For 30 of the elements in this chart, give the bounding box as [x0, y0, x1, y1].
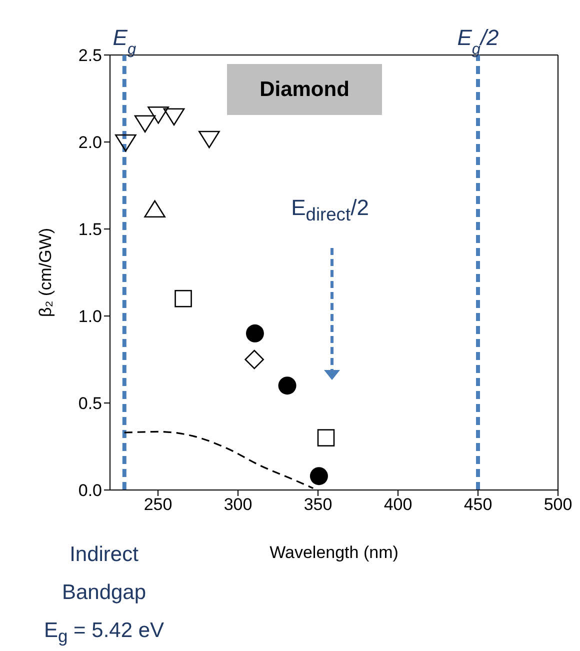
y-axis-title: β₂ (cm/GW) [36, 228, 56, 318]
x-axis-title: Wavelength (nm) [270, 543, 398, 562]
x-tick-label: 500 [544, 495, 572, 514]
point [148, 106, 169, 124]
ref-line-label: E$_{g}$/2 [457, 25, 499, 58]
y-tick-label: 2.0 [78, 133, 102, 152]
text: Indirect Bandgap E$_{g}$ = 5.42 eV [44, 543, 164, 646]
x-tick-label: 300 [224, 495, 252, 514]
x-tick-label: 400 [384, 495, 412, 514]
point [278, 376, 296, 395]
point [317, 429, 335, 446]
y-tick-label: 2.5 [78, 46, 102, 66]
x-tick-label: 350 [304, 495, 332, 514]
y-tick-label: 0.0 [78, 481, 102, 500]
annotation: E$_{direct}$/2 [291, 195, 369, 224]
point [163, 108, 185, 126]
point [198, 130, 220, 148]
point [310, 467, 328, 486]
point [244, 350, 264, 370]
ref-line-label: E$_{g}$ [112, 25, 136, 58]
annotation: Diamond [260, 78, 350, 102]
x-tick-label: 450 [464, 495, 492, 514]
y-tick-label: 0.5 [78, 394, 102, 414]
point [134, 115, 156, 133]
x-tick-label: 250 [144, 495, 172, 514]
y-tick-label: 1.5 [78, 220, 102, 240]
point [174, 290, 192, 308]
point [246, 324, 264, 342]
point [115, 134, 136, 152]
y-tick-label: 1.0 [78, 307, 102, 326]
